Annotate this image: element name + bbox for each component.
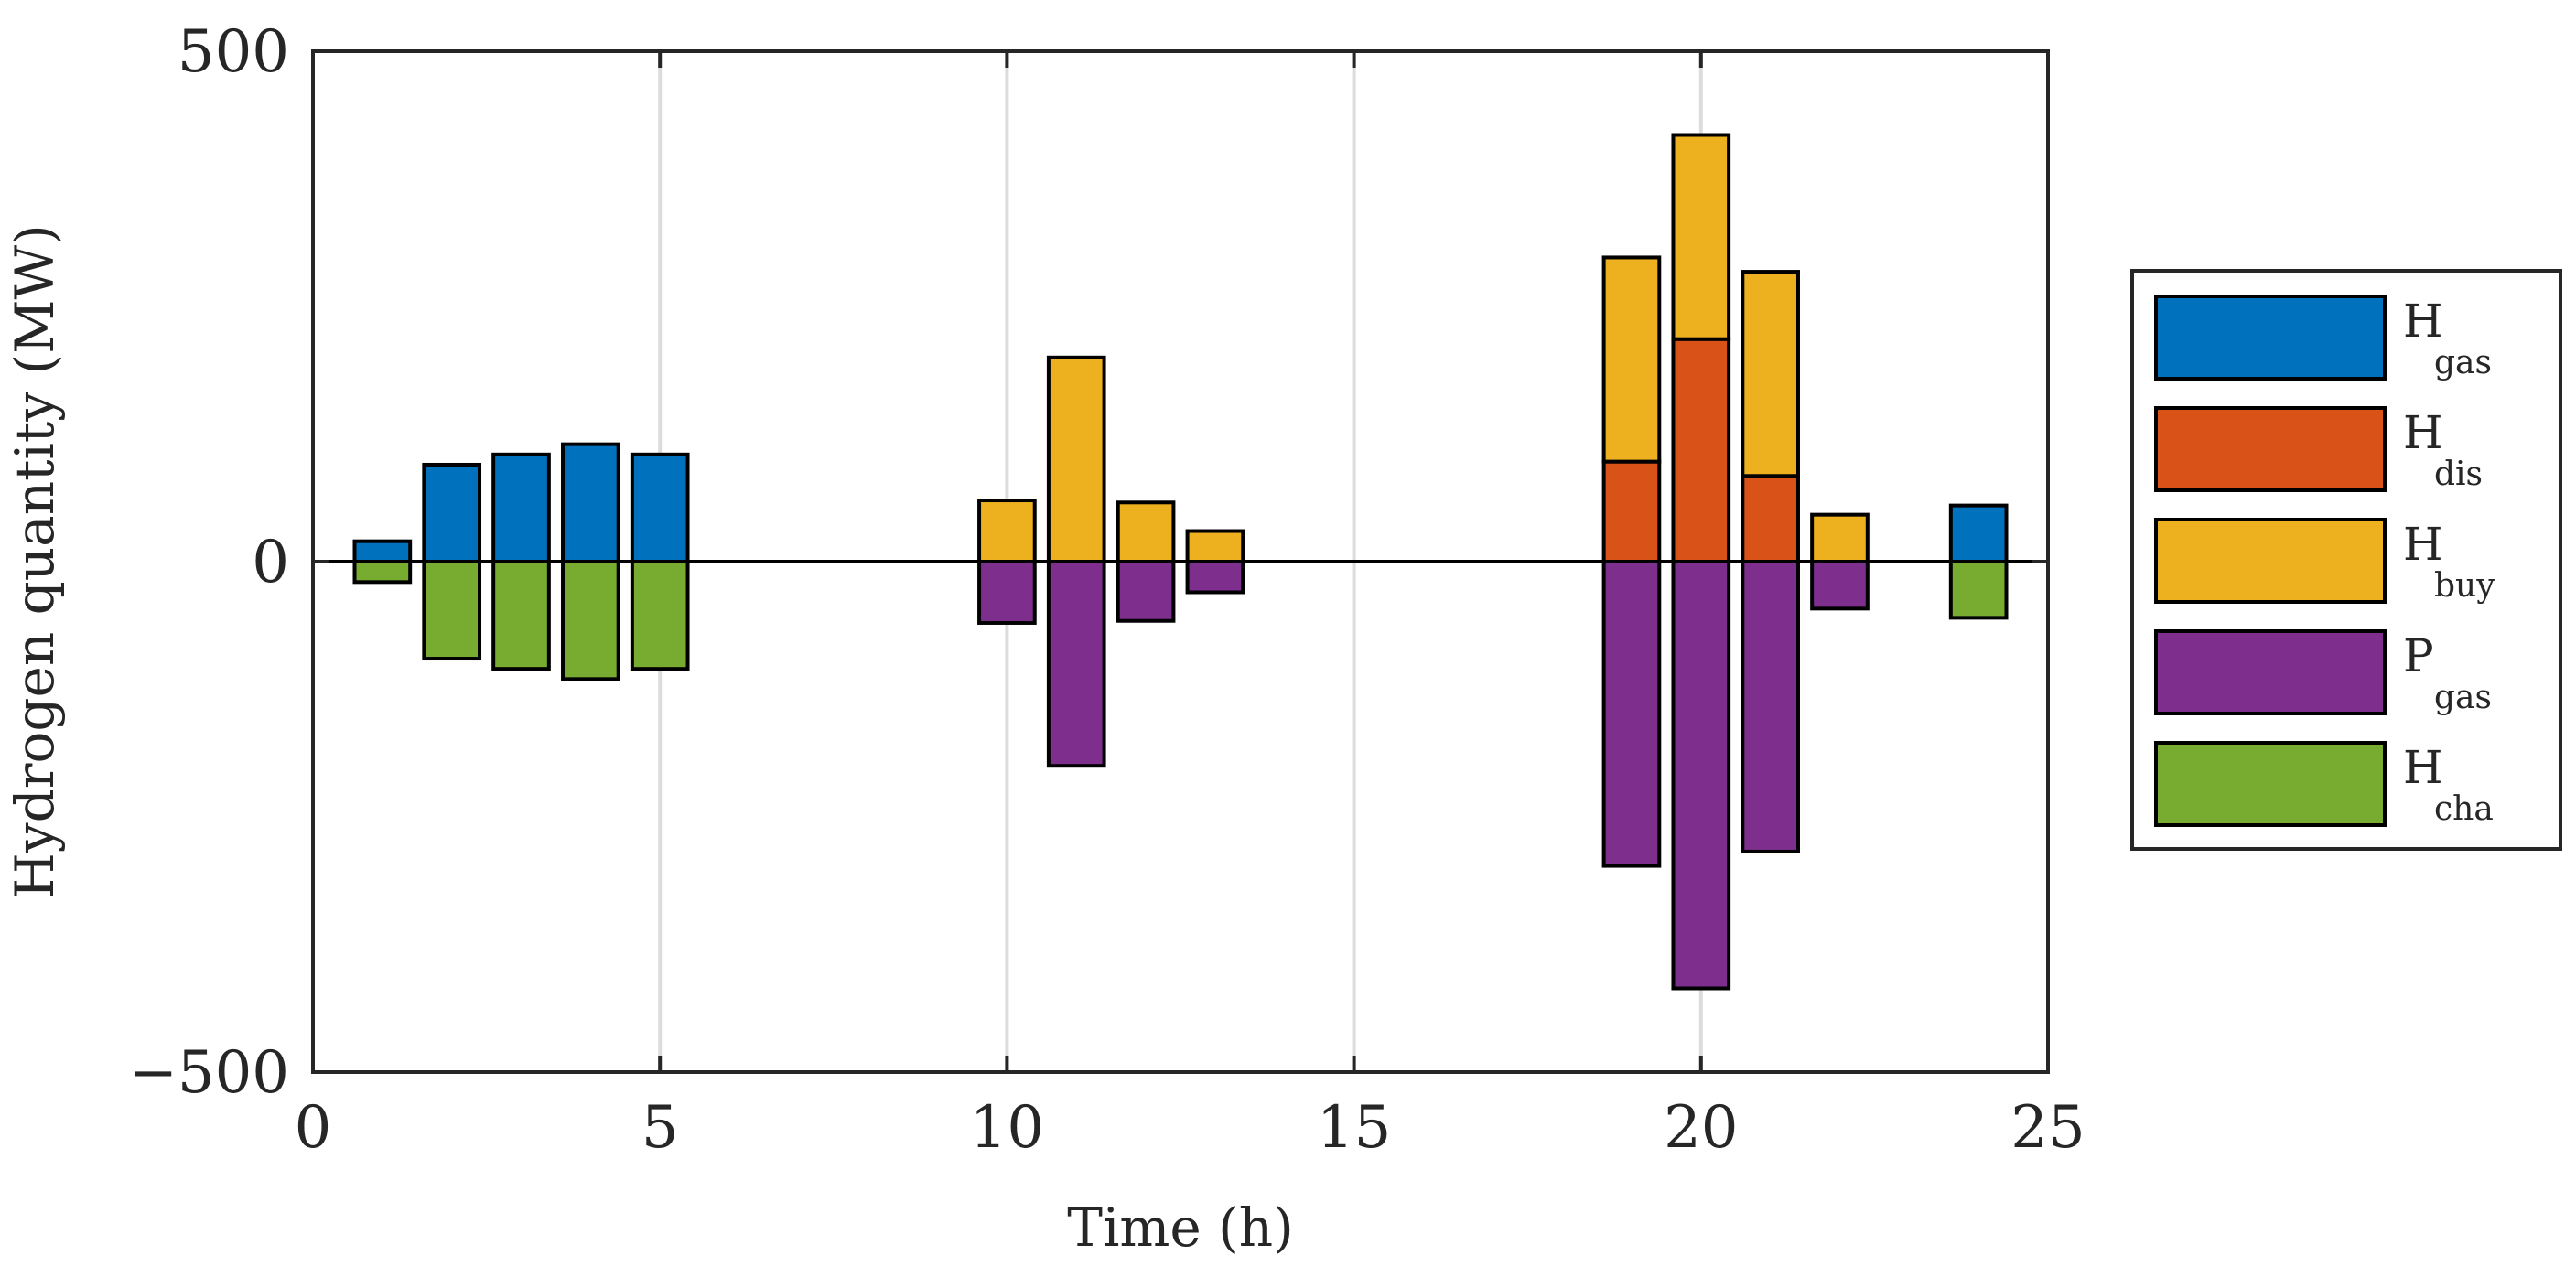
bar-h-buy-t10	[977, 499, 1037, 563]
legend-label-h-dis: H	[2403, 406, 2443, 459]
legend-sublabel-h-buy: buy	[2434, 567, 2495, 605]
bar-h-cha-t4	[561, 560, 620, 681]
legend-swatch-h-cha	[2154, 741, 2387, 827]
bar-h-cha-t5	[630, 560, 690, 671]
bar-h-buy-t13	[1185, 529, 1245, 564]
legend-sublabel-h-gas: gas	[2434, 344, 2492, 381]
bar-h-gas-t5	[630, 452, 690, 564]
bar-p-gas-t22	[1810, 560, 1870, 611]
bar-p-gas-t10	[977, 560, 1037, 625]
bar-p-gas-t11	[1046, 560, 1106, 768]
y-axis-title: Hydrogen quantity (MW)	[4, 224, 66, 898]
bar-h-buy-t12	[1116, 500, 1176, 563]
legend-sublabel-h-dis: dis	[2434, 456, 2483, 493]
bar-h-dis-t20	[1671, 337, 1731, 563]
bar-h-buy-t11	[1046, 355, 1106, 563]
legend-label-h-gas: H	[2403, 295, 2443, 348]
bar-h-gas-t1	[352, 539, 413, 563]
bar-h-gas-t3	[491, 452, 551, 564]
legend-swatch-p-gas	[2154, 629, 2387, 715]
legend-label-p-gas: P	[2403, 629, 2434, 682]
bar-p-gas-t12	[1116, 560, 1176, 623]
x-tick-label-3: 15	[1317, 1094, 1391, 1162]
bar-p-gas-t19	[1601, 560, 1662, 868]
legend-label-h-buy: H	[2403, 518, 2443, 571]
bar-h-gas-t4	[561, 442, 620, 563]
bar-h-cha-t3	[491, 560, 551, 671]
y-tick-label-2: 500	[178, 18, 289, 86]
x-tick-label-0: 0	[295, 1094, 332, 1162]
bar-h-gas-t24	[1948, 503, 2009, 563]
legend-sublabel-h-cha: cha	[2434, 790, 2494, 828]
bar-h-cha-t24	[1948, 560, 2009, 620]
bar-p-gas-t21	[1741, 560, 1800, 853]
bar-h-dis-t19	[1601, 459, 1662, 563]
bar-h-cha-t1	[352, 560, 413, 585]
y-tick-label-1: 0	[252, 529, 289, 596]
legend-label-h-cha: H	[2403, 741, 2443, 794]
x-axis-title: Time (h)	[1067, 1197, 1294, 1259]
bar-p-gas-t20	[1671, 560, 1731, 991]
legend-swatch-h-dis	[2154, 406, 2387, 492]
bar-p-gas-t13	[1185, 560, 1245, 595]
x-tick-label-1: 5	[641, 1094, 679, 1162]
bar-layer	[352, 133, 2009, 991]
y-tick-label-0: −500	[128, 1039, 289, 1107]
legend-sublabel-p-gas: gas	[2434, 679, 2492, 716]
bar-h-buy-t20	[1671, 133, 1731, 341]
legend-swatch-h-gas	[2154, 295, 2387, 381]
bar-h-cha-t2	[422, 560, 482, 661]
x-tick-label-5: 25	[2010, 1094, 2085, 1162]
x-tick-label-2: 10	[970, 1094, 1044, 1162]
bar-h-gas-t2	[422, 462, 482, 564]
bar-h-buy-t19	[1601, 255, 1662, 464]
bar-h-buy-t22	[1810, 512, 1870, 563]
bar-h-buy-t21	[1741, 270, 1800, 478]
x-tick-label-4: 20	[1664, 1094, 1738, 1162]
legend-swatch-h-buy	[2154, 518, 2387, 604]
bar-h-dis-t21	[1741, 474, 1800, 563]
